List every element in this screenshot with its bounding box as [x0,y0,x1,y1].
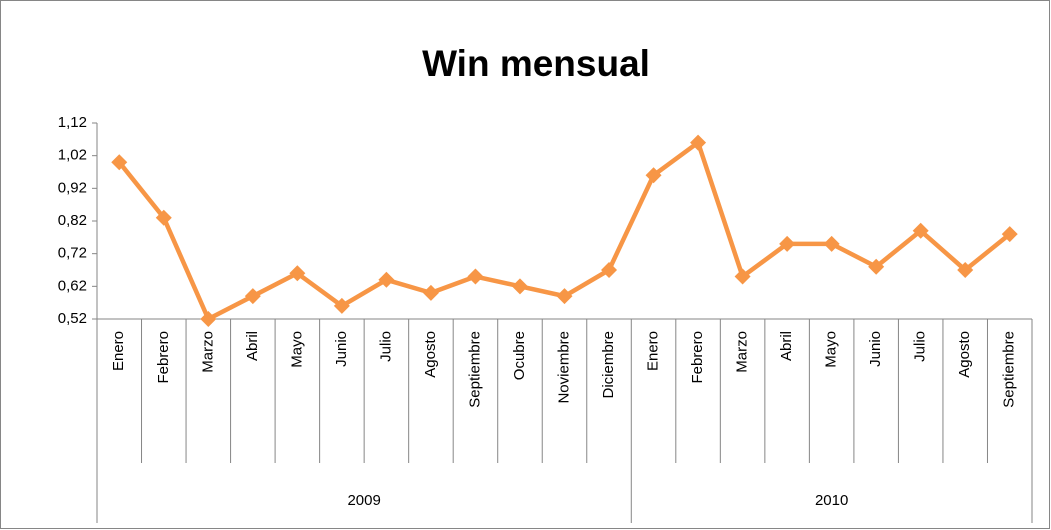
group-label: 2009 [347,492,380,509]
x-tick-label: Febrero [155,331,172,384]
x-tick-label: Agosto [956,331,973,378]
marker [823,235,840,252]
marker [511,278,528,295]
x-tick-label: Junio [333,331,350,367]
x-tick-label: Noviembre [555,331,572,404]
marker [289,265,306,282]
marker [200,311,217,327]
marker [244,288,261,305]
x-tick-label: Agosto [422,331,439,378]
marker [690,134,707,151]
y-tick-label: 0,92 [58,179,87,196]
marker [957,262,974,278]
marker [912,222,929,239]
x-tick-label: Abril [244,331,261,361]
marker [556,288,573,305]
marker [333,297,350,314]
x-tick-label: Septiembre [1001,331,1018,408]
marker [111,154,128,171]
x-tick-label: Mayo [288,331,305,368]
x-tick-label: Febrero [689,331,706,384]
x-tick-label: Diciembre [600,331,617,399]
x-tick-label: Enero [110,331,127,371]
y-tick-label: 0,52 [58,310,87,327]
marker [467,268,484,285]
marker [378,271,395,288]
marker [779,235,796,252]
x-tick-label: Enero [645,331,662,371]
x-tick-label: Abril [778,331,795,361]
x-tick-label: Mayo [823,331,840,368]
y-tick-label: 0,62 [58,277,87,294]
x-tick-label: Marzo [734,331,751,373]
x-tick-label: Marzo [199,331,216,373]
marker [734,268,751,285]
x-tick-label: Junio [867,331,884,367]
y-tick-label: 1,02 [58,147,87,164]
x-tick-label: Julio [377,331,394,362]
group-label: 2010 [815,492,848,509]
marker [868,258,885,275]
marker [422,284,439,301]
chart-title: Win mensual [422,43,650,84]
marker [645,167,662,184]
marker [601,262,618,278]
y-tick-label: 0,82 [58,212,87,229]
y-tick-label: 0,72 [58,245,87,262]
x-tick-label: Ocubre [511,331,528,380]
marker [155,209,172,226]
x-tick-label: Julio [912,331,929,362]
marker [1001,226,1018,243]
x-tick-label: Septiembre [466,331,483,408]
y-tick-label: 1,12 [58,114,87,131]
